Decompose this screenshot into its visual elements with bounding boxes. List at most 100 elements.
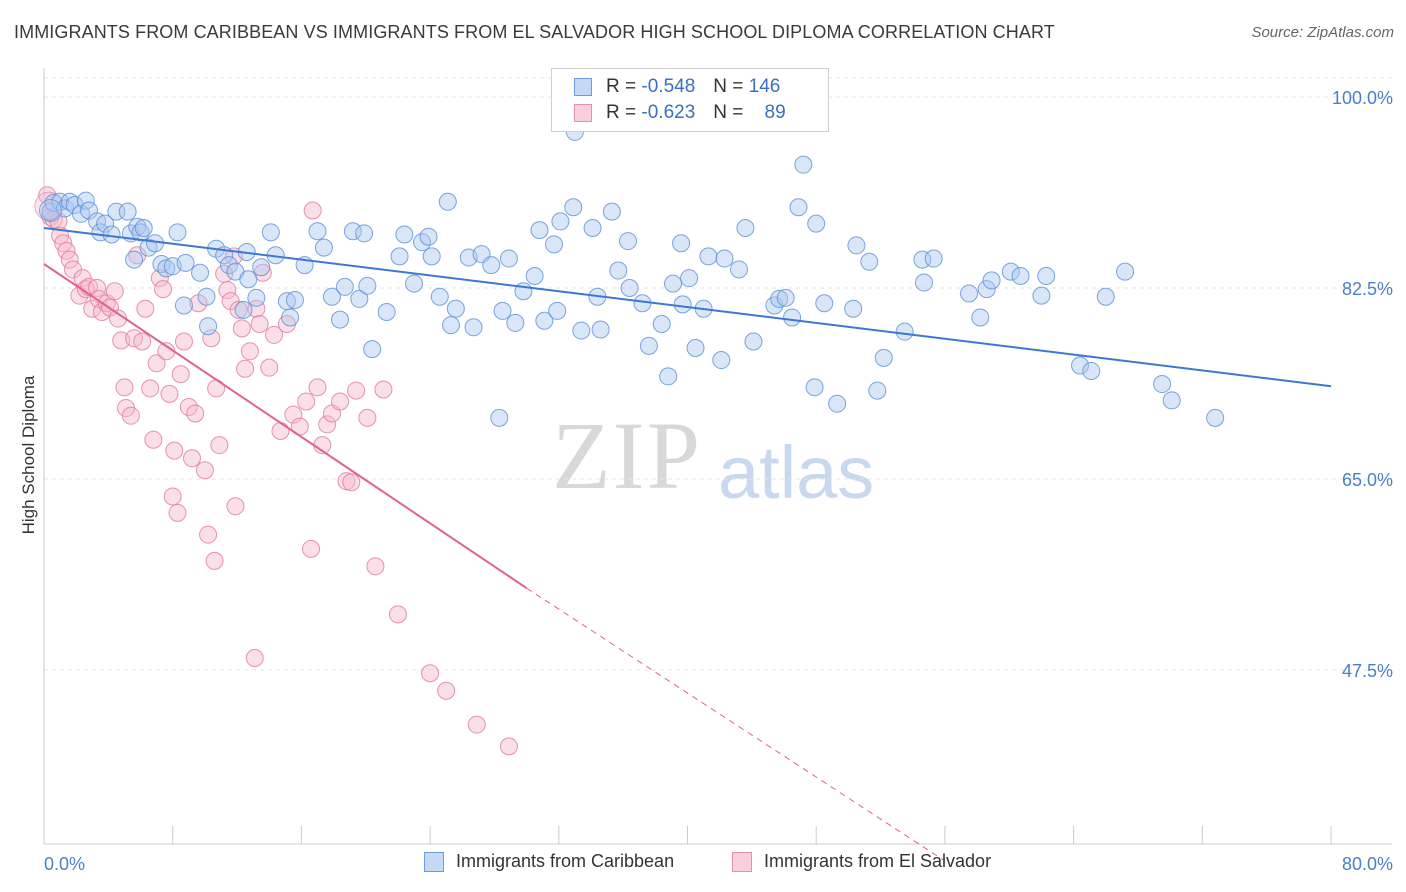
legend-n-label: N = [713,76,744,97]
point-caribbean [776,288,795,307]
point-el-salvador [240,342,259,361]
point-caribbean [174,296,193,315]
point-caribbean [860,252,879,271]
point-caribbean [564,198,583,217]
point-caribbean [493,301,512,320]
point-el-salvador [347,381,366,400]
legend-row-caribbean: R = -0.548 N = 146 [574,75,780,99]
point-caribbean [828,394,847,413]
point-el-salvador [195,461,214,480]
point-el-salvador [308,378,327,397]
point-el-salvador [160,384,179,403]
point-el-salvador [421,664,440,683]
point-caribbean [308,222,327,241]
point-caribbean [525,266,544,285]
source-label: Source: ZipAtlas.com [1251,24,1394,41]
legend-n-label: N = [713,102,744,123]
point-caribbean [1011,266,1030,285]
point-caribbean [239,270,258,289]
point-caribbean [422,247,441,266]
point-caribbean [281,308,300,327]
point-caribbean [1037,266,1056,285]
point-el-salvador [141,379,160,398]
point-caribbean [1153,375,1172,394]
point-caribbean [960,284,979,303]
point-el-salvador [115,378,134,397]
legend-row-el-salvador: R = -0.623 N = 89 [574,101,786,125]
point-caribbean [783,308,802,327]
legend-item-el-salvador[interactable]: Immigrants from El Salvador [732,851,991,872]
point-caribbean [805,378,824,397]
point-el-salvador [144,430,163,449]
point-caribbean [982,271,1001,290]
legend-swatch-caribbean [424,851,444,872]
legend-r-value: -0.623 [641,102,696,123]
point-caribbean [285,291,304,310]
point-caribbean [1071,356,1090,375]
point-caribbean [125,250,144,269]
point-caribbean [1032,286,1051,305]
point-caribbean [736,218,755,237]
point-el-salvador [232,319,251,338]
point-caribbean [363,340,382,359]
point-caribbean [548,301,567,320]
point-caribbean [102,225,121,244]
point-el-salvador [265,325,284,344]
point-caribbean [157,259,176,278]
trendline-el-salvador [43,263,528,589]
point-el-salvador [163,487,182,506]
point-caribbean [874,348,893,367]
point-caribbean [199,317,218,336]
point-caribbean [405,274,424,293]
point-caribbean [770,289,789,308]
point-el-salvador [388,605,407,624]
point-caribbean [419,227,438,246]
point-caribbean [322,287,341,306]
legend-swatch-caribbean [574,78,592,96]
axes [43,68,1392,845]
point-caribbean [551,212,570,231]
point-caribbean [602,202,621,221]
point-el-salvador [210,436,229,455]
series-caribbean-points [38,122,1225,427]
point-el-salvador [171,365,190,384]
stats-legend: R = -0.548 N = 146 R = -0.623 N = 89 [551,68,829,132]
point-caribbean [252,258,271,277]
point-el-salvador [218,281,237,300]
point-el-salvador [165,441,184,460]
point-el-salvador [342,473,361,492]
point-caribbean [977,280,996,299]
point-caribbean [1096,287,1115,306]
point-caribbean [482,256,501,275]
point-caribbean [815,294,834,313]
point-caribbean [620,279,639,297]
point-caribbean [76,191,95,210]
legend-r-value: -0.548 [641,76,696,97]
point-el-salvador [247,299,266,318]
point-caribbean [220,256,239,275]
series-el-salvador-points [34,186,518,756]
point-caribbean [442,316,461,335]
point-caribbean [197,287,216,306]
y-tick-label: 100.0% [1332,88,1393,108]
legend-label-caribbean: Immigrants from Caribbean [456,851,675,871]
point-caribbean [659,367,678,386]
point-el-salvador [186,404,205,423]
point-caribbean [234,300,253,319]
point-caribbean [191,263,210,282]
point-caribbean [358,276,377,295]
chart-title: IMMIGRANTS FROM CARIBBEAN VS IMMIGRANTS … [14,22,1055,42]
point-caribbean [712,351,731,370]
point-el-salvador [260,358,279,377]
point-caribbean [572,321,591,340]
point-el-salvador [199,525,218,544]
point-caribbean [971,308,990,327]
point-el-salvador [437,681,456,700]
point-caribbean [446,299,465,318]
point-caribbean [686,339,705,358]
point-caribbean [350,289,369,308]
legend-item-caribbean[interactable]: Immigrants from Caribbean [424,851,674,872]
point-el-salvador [150,269,169,288]
point-el-salvador [297,392,316,411]
